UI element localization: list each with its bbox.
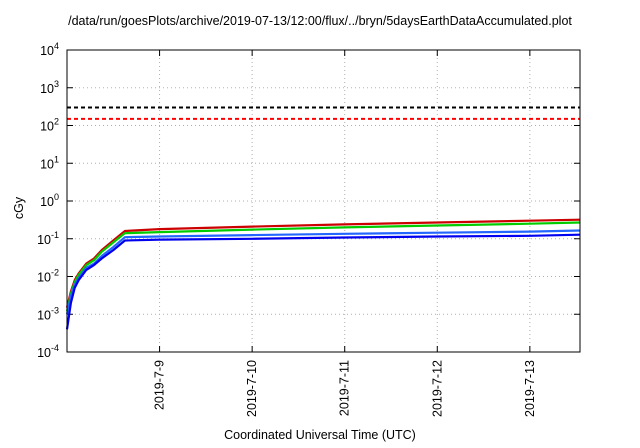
chart-title: /data/run/goesPlots/archive/2019-07-13/1… (68, 14, 572, 28)
y-tick-label: 102 (40, 117, 59, 134)
plot-frame (66, 49, 581, 353)
x-tick-label: 2019-7-12 (430, 360, 444, 417)
y-axis-label: cGy (12, 196, 27, 220)
y-tick-label: 10-4 (37, 343, 59, 360)
y-tick-label: 100 (40, 192, 59, 209)
y-tick-label: 10-3 (37, 305, 59, 322)
series-line-6 (65, 233, 581, 330)
x-tick-label: 2019-7-13 (523, 360, 537, 417)
y-tick-label: 10-1 (37, 230, 59, 247)
y-tick-label: 10-2 (37, 268, 59, 285)
x-tick-label: 2019-7-11 (338, 360, 352, 416)
series-line-5 (65, 229, 581, 315)
x-tick-label: 2019-7-9 (153, 360, 167, 410)
x-tick-label: 2019-7-10 (245, 360, 259, 417)
series-line-4 (65, 221, 581, 312)
y-tick-label: 103 (40, 79, 59, 96)
y-tick-label: 101 (40, 154, 59, 171)
y-tick-label: 104 (40, 41, 59, 58)
x-axis-label: Coordinated Universal Time (UTC) (224, 428, 416, 442)
